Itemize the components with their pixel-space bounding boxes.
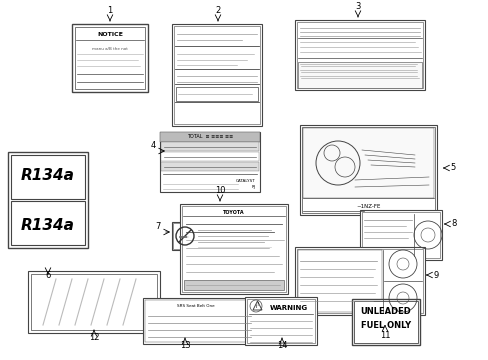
Bar <box>183 280 284 290</box>
Bar <box>299 125 436 215</box>
Bar <box>176 87 258 101</box>
Text: i: i <box>255 303 256 309</box>
Bar <box>244 297 316 345</box>
Bar <box>75 27 145 89</box>
Bar <box>160 132 260 142</box>
Bar <box>160 132 260 192</box>
Bar <box>161 142 259 151</box>
Bar <box>145 300 263 342</box>
Text: manu a/B the not: manu a/B the not <box>92 47 128 51</box>
Text: RJ: RJ <box>251 185 256 189</box>
Text: ~1NZ-FE: ~1NZ-FE <box>356 204 380 210</box>
Bar <box>173 223 274 249</box>
Bar <box>359 210 441 260</box>
Text: TOTAL  ≡ ≡≡≡ ≡≡: TOTAL ≡ ≡≡≡ ≡≡ <box>186 135 233 139</box>
Text: NOTICE: NOTICE <box>97 32 122 37</box>
Text: UNLEADED: UNLEADED <box>360 307 410 316</box>
Text: 13: 13 <box>179 341 190 350</box>
Text: !: ! <box>256 302 258 307</box>
Text: TOYOTA: TOYOTA <box>223 210 244 215</box>
Text: 14: 14 <box>276 341 286 350</box>
Bar <box>11 155 85 199</box>
Bar <box>297 62 421 88</box>
Bar <box>361 212 439 258</box>
Bar <box>31 274 157 330</box>
Bar <box>142 298 264 344</box>
Text: 4: 4 <box>150 141 156 150</box>
Bar <box>246 299 314 343</box>
Bar <box>28 271 160 333</box>
Text: SRS Seat Belt One: SRS Seat Belt One <box>177 304 214 308</box>
Bar <box>294 247 424 315</box>
Text: 7: 7 <box>155 222 161 231</box>
Bar <box>174 26 260 124</box>
Bar <box>172 222 275 250</box>
Bar <box>303 128 433 198</box>
Text: 2: 2 <box>215 6 220 15</box>
Text: 9: 9 <box>432 270 437 279</box>
Text: CATALYST: CATALYST <box>236 179 256 183</box>
Bar <box>8 152 88 248</box>
Bar <box>296 249 422 313</box>
Text: 10: 10 <box>214 186 225 195</box>
Bar <box>353 301 417 343</box>
Text: WARNING: WARNING <box>269 305 307 311</box>
Text: 6: 6 <box>45 271 51 280</box>
Bar <box>351 299 419 345</box>
Text: 12: 12 <box>88 333 99 342</box>
Text: 11: 11 <box>379 331 389 340</box>
Text: 5: 5 <box>449 163 454 172</box>
Bar <box>11 201 85 245</box>
Bar <box>302 127 434 213</box>
Text: 3: 3 <box>355 2 360 11</box>
Bar <box>161 162 259 171</box>
Bar <box>161 152 259 161</box>
Bar <box>182 206 285 292</box>
Text: R134a: R134a <box>21 168 75 184</box>
Text: 1: 1 <box>107 6 112 15</box>
Bar <box>172 24 262 126</box>
Bar <box>72 24 148 92</box>
Text: R134a: R134a <box>21 217 75 233</box>
Bar <box>180 204 287 294</box>
Text: 8: 8 <box>450 220 455 229</box>
Text: FUEL ONLY: FUEL ONLY <box>360 321 410 330</box>
Bar <box>297 250 381 312</box>
Bar <box>294 20 424 90</box>
Bar <box>296 22 422 88</box>
